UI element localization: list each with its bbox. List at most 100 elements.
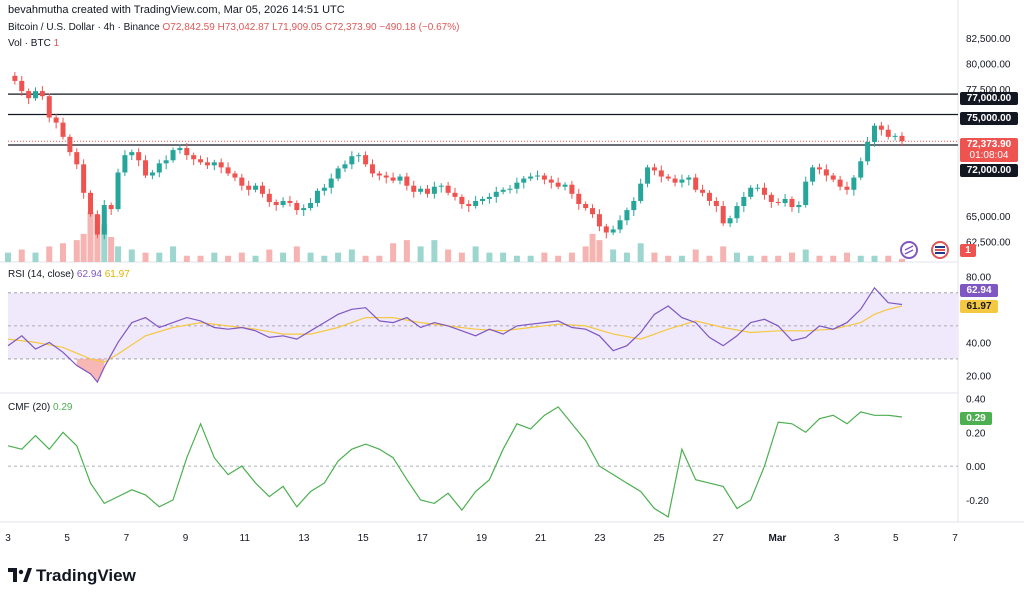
candle-body xyxy=(679,179,685,183)
volume-bar xyxy=(321,255,328,262)
candle-body xyxy=(225,167,231,174)
candle-body xyxy=(253,185,259,190)
volume-bar xyxy=(238,252,245,262)
candle-body xyxy=(232,173,238,178)
candle-body xyxy=(88,192,94,215)
candle-body xyxy=(823,169,829,176)
candle-body xyxy=(748,187,754,197)
volume-bar xyxy=(156,252,163,262)
time-tick-label: 9 xyxy=(183,533,189,544)
volume-bar xyxy=(899,258,905,262)
volume-bar xyxy=(348,249,355,262)
cmf-label[interactable]: CMF (20) xyxy=(8,402,51,413)
candle-body xyxy=(617,220,623,230)
grid-layer xyxy=(0,0,1024,523)
candle-body xyxy=(308,202,314,209)
candle-body xyxy=(796,205,802,208)
time-tick-label: 5 xyxy=(64,533,70,544)
low-value: L71,909.05 xyxy=(272,22,323,33)
volume-bar xyxy=(775,255,782,262)
price-legend: Bitcoin / U.S. Dollar · 4h · Binance O72… xyxy=(8,22,459,33)
volume-bar xyxy=(857,255,864,262)
candle-body xyxy=(418,188,424,192)
replay-icon[interactable] xyxy=(900,241,918,259)
header-attribution: bevahmutha created with TradingView.com,… xyxy=(8,4,345,16)
volume-bar xyxy=(802,249,809,262)
candle-body xyxy=(445,185,451,193)
rsi-line xyxy=(7,286,903,384)
price-tick-label: 82,500.00 xyxy=(966,34,1011,45)
symbol-label[interactable]: Bitcoin / U.S. Dollar · 4h · Binance xyxy=(8,22,160,33)
volume-bar xyxy=(335,252,342,262)
level-layer xyxy=(8,93,958,146)
candle-body xyxy=(266,193,272,202)
volume-bar xyxy=(692,249,699,262)
candle-body xyxy=(404,176,410,186)
volume-bar xyxy=(197,255,204,262)
cmf-value-badge: 0.29 xyxy=(960,412,992,425)
candle-body xyxy=(631,200,637,211)
volume-bar xyxy=(376,255,383,262)
rsi-tick-label: 40.00 xyxy=(966,338,991,349)
candle-body xyxy=(741,196,747,207)
candle-body xyxy=(314,190,320,203)
volume-label[interactable]: Vol · BTC xyxy=(8,38,51,49)
volume-bar xyxy=(390,243,397,262)
candle-body xyxy=(624,210,630,221)
candle-body xyxy=(149,172,155,176)
candle-body xyxy=(658,170,664,177)
time-tick-label: 3 xyxy=(834,533,840,544)
time-tick-label: 15 xyxy=(358,533,370,544)
candle-body xyxy=(356,155,362,157)
candle-body xyxy=(892,135,898,137)
volume-bar xyxy=(665,255,672,262)
cmf-legend-value: 0.29 xyxy=(53,402,73,413)
candle-body xyxy=(383,175,389,178)
volume-bar xyxy=(101,224,108,262)
candle-body xyxy=(899,135,905,142)
candle-body xyxy=(438,185,444,187)
candle-body xyxy=(287,200,293,203)
bar-countdown: 01:08:04 xyxy=(969,150,1009,161)
rsi-label[interactable]: RSI (14, close) xyxy=(8,269,75,280)
candle-body xyxy=(431,186,437,194)
volume-bar xyxy=(18,249,25,262)
current-price-badge: 72,373.90 01:08:04 xyxy=(960,138,1018,162)
candle-body xyxy=(871,125,877,142)
volume-bar xyxy=(500,252,507,262)
volume-bar xyxy=(5,252,11,262)
flag-icon[interactable] xyxy=(931,241,949,259)
candle-body xyxy=(486,196,492,199)
candle-body xyxy=(74,152,80,165)
time-tick-label: 27 xyxy=(713,533,725,544)
price-tick-label: 77,500.00 xyxy=(966,85,1011,96)
candle-body xyxy=(638,183,644,201)
price-tick-label: 65,000.00 xyxy=(966,212,1011,223)
time-tick-label: 13 xyxy=(298,533,310,544)
volume-bar xyxy=(211,252,218,262)
volume-bar xyxy=(830,255,837,262)
candle-body xyxy=(713,200,719,207)
candle-body xyxy=(81,164,87,193)
candle-body xyxy=(94,214,100,235)
candle-body xyxy=(115,172,121,210)
time-tick-label: 11 xyxy=(240,533,251,544)
tradingview-wordmark: TradingView xyxy=(36,566,136,585)
candle-body xyxy=(583,204,589,209)
candle-body xyxy=(411,185,417,192)
volume-bar xyxy=(843,252,850,262)
candle-body xyxy=(101,205,107,235)
volume-bar xyxy=(225,255,232,262)
volume-bar xyxy=(362,255,369,262)
price-tick-label: 62,500.00 xyxy=(966,238,1011,249)
candle-body xyxy=(610,229,616,233)
volume-bar xyxy=(108,237,115,262)
candle-body xyxy=(686,177,692,180)
candle-body xyxy=(321,187,327,191)
candle-body xyxy=(858,161,864,178)
candle-body xyxy=(789,198,795,208)
volume-bar xyxy=(610,249,617,262)
tradingview-logo-icon xyxy=(8,567,32,582)
time-tick-label: 7 xyxy=(124,533,130,544)
